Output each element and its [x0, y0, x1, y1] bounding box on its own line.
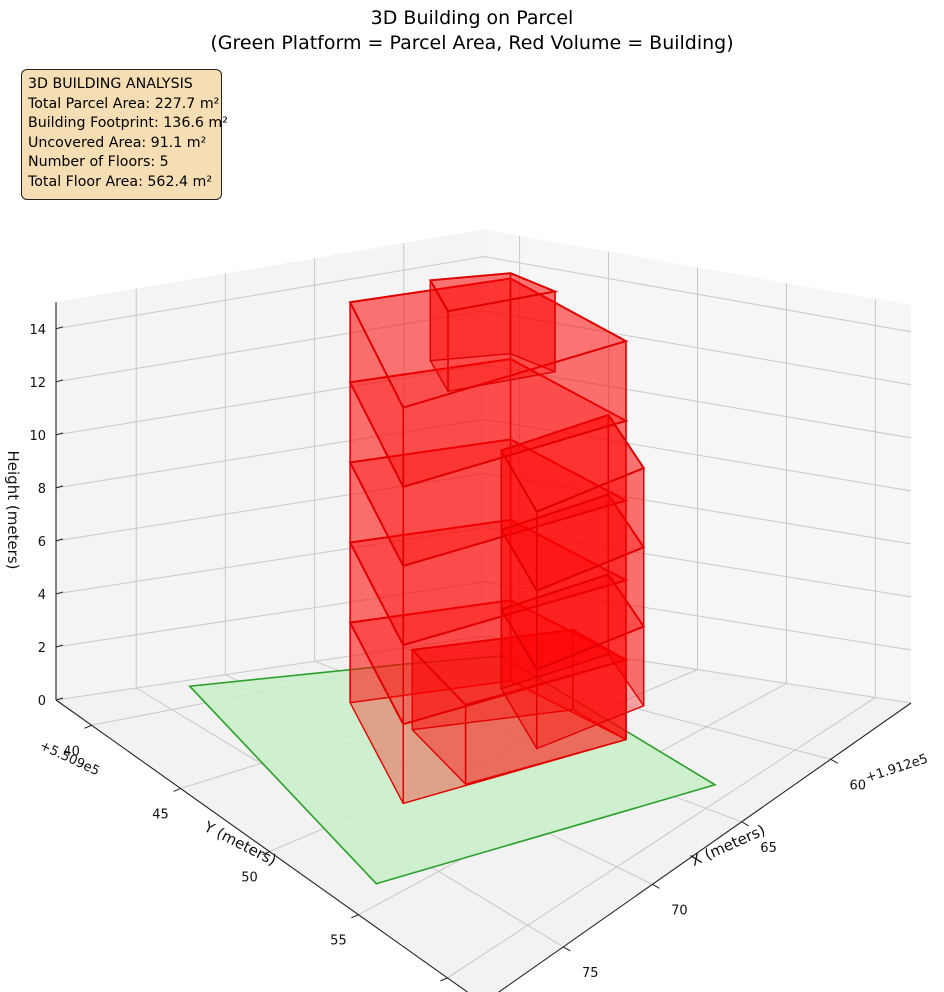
z-tick-label: 4	[38, 588, 46, 603]
info-uncovered: Uncovered Area: 91.1 m²	[28, 134, 207, 151]
tick-marks: 40455055606065707502468101214	[29, 323, 866, 982]
chart-marks	[188, 272, 717, 885]
x-tick-label: 55	[330, 934, 347, 949]
building-floor-5	[348, 438, 629, 646]
building-floor-2	[410, 628, 629, 785]
z-tick-mark	[55, 644, 64, 648]
x-tick-label: 45	[152, 807, 169, 822]
grid-line-z	[55, 581, 912, 651]
chart-title: 3D Building on Parcel	[370, 7, 574, 29]
y-axis-line	[497, 702, 912, 992]
x-tick-mark	[173, 787, 181, 792]
x-tick-label: 40	[63, 744, 80, 759]
chart-subtitle: (Green Platform = Parcel Area, Red Volum…	[210, 32, 734, 54]
y-tick-mark	[563, 946, 571, 952]
y-tick-label: 70	[671, 903, 688, 918]
y-tick-mark	[741, 821, 749, 827]
grid-line-z	[55, 418, 912, 492]
z-tick-label: 6	[38, 535, 46, 550]
y-tick-label: 65	[760, 841, 777, 856]
z-tick-label: 14	[29, 323, 46, 338]
z-tick-mark	[55, 697, 64, 701]
grid-line-z	[55, 364, 912, 439]
info-floors: Number of Floors: 5	[28, 154, 169, 171]
building-floor-7	[348, 357, 629, 567]
z-tick-mark	[55, 538, 64, 542]
grid-line-z	[55, 310, 912, 386]
z-tick-label: 2	[38, 641, 46, 656]
z-tick-mark	[55, 591, 64, 595]
building-floor-8	[499, 413, 646, 592]
z-tick-mark	[55, 379, 64, 383]
analysis-info-box: 3D BUILDING ANALYSIS Total Parcel Area: …	[21, 69, 228, 200]
grid-line-x-floor	[447, 696, 876, 979]
x-tick-mark	[262, 851, 270, 856]
y-tick-mark	[652, 883, 660, 889]
y-tick-label: 60	[849, 778, 866, 793]
building-floor-1	[348, 599, 629, 805]
z-tick-mark	[55, 485, 64, 489]
info-parcel-area: Total Parcel Area: 227.7 m²	[28, 95, 220, 112]
y-tick-mark	[830, 758, 838, 764]
left-wall-pane	[56, 229, 484, 700]
building-floor-3	[348, 518, 629, 725]
info-footprint: Building Footprint: 136.6 m²	[28, 115, 228, 132]
axis-lines	[55, 302, 912, 992]
x-axis-offset: +1.912e5	[864, 752, 930, 786]
building-slab	[428, 272, 559, 313]
grid-line-z	[55, 472, 912, 545]
z-tick-mark	[55, 326, 64, 330]
x-tick-mark	[351, 914, 359, 919]
z-tick-label: 8	[38, 482, 46, 497]
building-slab	[499, 413, 646, 513]
x-axis-line	[55, 699, 469, 992]
z-tick-mark	[55, 432, 64, 436]
grid-line-z	[55, 527, 912, 598]
z-axis-label: Height (meters)	[4, 451, 22, 570]
grid-line-z	[55, 256, 912, 333]
z-tick-label: 0	[38, 694, 46, 709]
info-heading: 3D BUILDING ANALYSIS	[28, 76, 193, 92]
info-floor-area: Total Floor Area: 562.4 m²	[28, 173, 213, 190]
y-tick-label: 75	[582, 966, 599, 981]
x-tick-label: 50	[241, 871, 258, 886]
building-floor-9	[348, 277, 629, 488]
building-slab	[348, 277, 629, 409]
building-floor-10	[428, 272, 559, 392]
z-tick-label: 10	[29, 429, 46, 444]
grid-line-z	[55, 635, 912, 704]
x-tick-mark	[84, 724, 92, 729]
x-tick-mark	[440, 977, 448, 982]
z-tick-label: 12	[29, 376, 46, 391]
